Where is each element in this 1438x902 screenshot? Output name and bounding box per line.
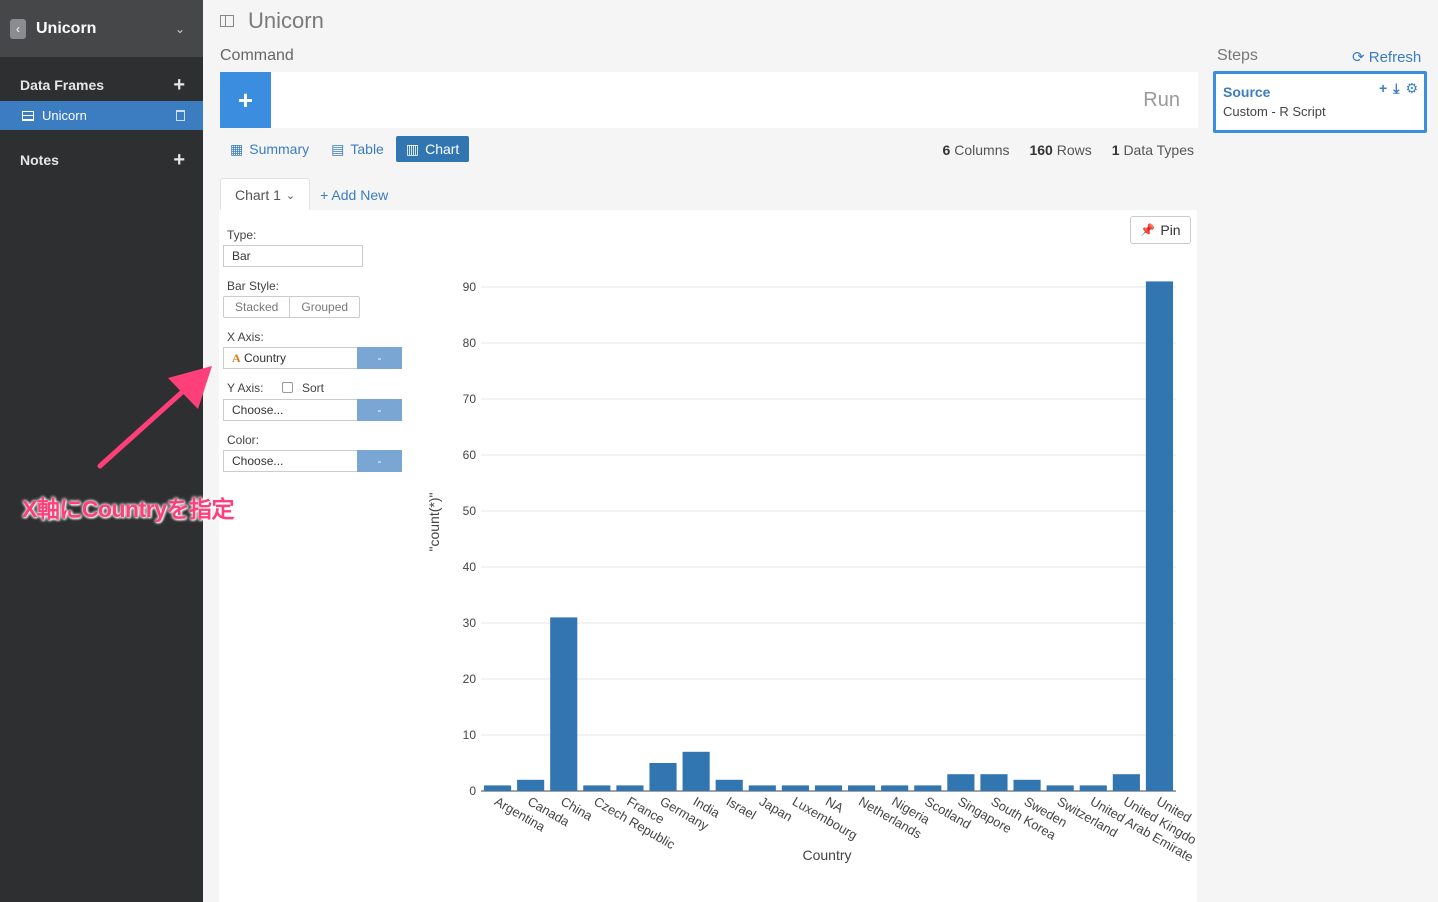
sidebar-title: Unicorn: [36, 19, 97, 37]
tab-chart-label: Chart: [425, 141, 460, 157]
refresh-icon: ⟳: [1352, 49, 1365, 66]
chevron-down-icon: ⌄: [285, 189, 296, 202]
tab-summary-label: Summary: [249, 141, 310, 157]
chevron-down-icon[interactable]: ⌄: [174, 21, 185, 36]
chart-tab-1[interactable]: Chart 1 ⌄: [220, 178, 311, 211]
add-new-chart-link[interactable]: + Add New: [320, 186, 389, 203]
rows-stat: 160 Rows: [1029, 142, 1092, 158]
table-icon: [22, 110, 34, 121]
back-icon[interactable]: ‹: [10, 18, 26, 39]
chart-tabs: Chart 1 ⌄ + Add New: [220, 178, 388, 211]
page-title: Unicorn: [220, 8, 324, 34]
tab-summary[interactable]: ▦ Summary: [220, 136, 319, 162]
y-axis-remove-button[interactable]: -: [357, 399, 402, 421]
chart-panel: [219, 210, 1197, 902]
annotation-text: X軸にCountryを指定: [22, 496, 235, 522]
add-icon[interactable]: +: [1379, 80, 1388, 96]
stacked-button[interactable]: Stacked: [235, 300, 279, 314]
x-axis-label: X Axis:: [227, 330, 264, 344]
columns-stat: 6 Columns: [942, 142, 1010, 158]
command-label: Command: [220, 47, 294, 64]
string-type-icon: A: [232, 351, 241, 365]
step-source[interactable]: Source Custom - R Script + ⤓ ⚙: [1213, 71, 1427, 133]
gear-icon[interactable]: ⚙: [1405, 80, 1418, 96]
command-box[interactable]: + Run: [220, 72, 1198, 128]
chart-tab-label: Chart 1: [235, 187, 281, 203]
x-axis-remove-button[interactable]: -: [357, 347, 402, 369]
sidebar-section-data-frames: Data Frames +: [0, 71, 203, 99]
refresh-button[interactable]: ⟳ Refresh: [1352, 48, 1421, 66]
step-actions: + ⤓ ⚙: [1379, 80, 1418, 97]
x-axis-value: Country: [244, 351, 287, 365]
table-icon: ▤: [331, 140, 345, 157]
tab-table-label: Table: [350, 141, 384, 157]
sort-label: Sort: [302, 381, 325, 395]
tab-table[interactable]: ▤ Table: [321, 136, 394, 162]
sidebar-section-notes: Notes +: [0, 146, 203, 174]
data-stats: 6 Columns 160 Rows 1 Data Types: [943, 142, 1194, 158]
x-axis-select[interactable]: A Country: [223, 347, 358, 369]
grouped-button[interactable]: Grouped: [289, 297, 359, 317]
tab-chart[interactable]: ▥ Chart: [395, 136, 470, 162]
add-data-frame-icon[interactable]: +: [173, 74, 185, 96]
y-axis-label: Y Axis:: [227, 381, 264, 395]
pin-button[interactable]: 📌 Pin: [1130, 216, 1191, 244]
download-icon[interactable]: ⤓: [1393, 80, 1400, 96]
data-frames-label: Data Frames: [20, 77, 105, 93]
pin-label: Pin: [1160, 222, 1181, 238]
data-frame-icon: [220, 15, 234, 27]
trash-icon[interactable]: [176, 110, 185, 121]
add-command-button[interactable]: +: [220, 72, 271, 128]
page-title-text: Unicorn: [248, 8, 324, 33]
add-note-icon[interactable]: +: [173, 149, 185, 171]
type-label: Type:: [227, 228, 257, 242]
sidebar-item-unicorn[interactable]: Unicorn: [0, 101, 203, 130]
color-label: Color:: [227, 433, 260, 447]
y-axis-select[interactable]: Choose...: [223, 399, 358, 421]
notes-label: Notes: [20, 152, 59, 168]
pin-icon: 📌: [1140, 223, 1156, 237]
color-select[interactable]: Choose...: [223, 450, 358, 472]
steps-label: Steps: [1217, 47, 1258, 64]
sort-checkbox[interactable]: [282, 382, 293, 393]
summary-icon: ▦: [230, 140, 244, 157]
run-button[interactable]: Run: [1143, 89, 1180, 111]
sidebar: ‹ Unicorn ⌄ Data Frames + Unicorn Notes …: [0, 0, 203, 902]
view-tabs: ▦ Summary ▤ Table ▥ Chart: [220, 136, 471, 162]
bar-style-label: Bar Style:: [227, 279, 280, 293]
bar-chart-icon: ▥: [405, 140, 420, 157]
bar-style-toggle: Stacked Grouped: [223, 296, 361, 318]
sidebar-item-label: Unicorn: [42, 108, 87, 123]
step-title: Source: [1223, 84, 1271, 100]
step-subtitle: Custom - R Script: [1223, 104, 1326, 119]
refresh-label: Refresh: [1368, 49, 1422, 66]
color-remove-button[interactable]: -: [357, 450, 402, 472]
sidebar-header[interactable]: ‹ Unicorn ⌄: [0, 0, 203, 57]
types-stat: 1 Data Types: [1111, 142, 1194, 158]
type-select[interactable]: Bar: [223, 245, 363, 267]
